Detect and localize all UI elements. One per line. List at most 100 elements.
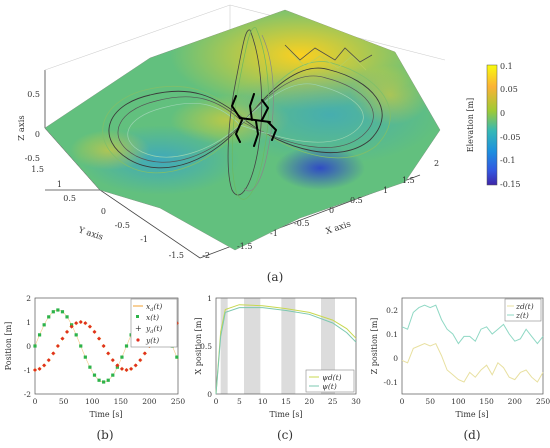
x-tick: 150 bbox=[114, 397, 129, 406]
data-point-x bbox=[65, 315, 69, 319]
y-axis-label: X position [m] bbox=[194, 318, 203, 375]
colorbar-label: Elevation [m] bbox=[466, 98, 475, 153]
colorbar-tick: -0.15 bbox=[500, 180, 521, 189]
y-tick: 1 bbox=[26, 318, 31, 327]
y-tick: -2 bbox=[202, 251, 210, 260]
data-point-y bbox=[92, 330, 96, 334]
x-tick: 150 bbox=[479, 397, 494, 406]
x-axis-label: Time [s] bbox=[269, 410, 302, 419]
y-tick: -2 bbox=[24, 390, 32, 399]
x-tick: 50 bbox=[425, 397, 435, 406]
colorbar-tick: -0.1 bbox=[500, 156, 515, 165]
elevation-surface bbox=[44, 9, 441, 251]
x-tick: 25 bbox=[328, 397, 338, 406]
tick-labels: 0 5 10 15 20 25 30 1 0.5 0 bbox=[200, 294, 361, 406]
legend-swatch-yd: + bbox=[135, 324, 142, 333]
y-tick: -0.5 bbox=[115, 221, 130, 230]
caption-b: (b) bbox=[96, 428, 113, 442]
x-axis-label: Time [s] bbox=[455, 410, 488, 419]
x-tick: 10 bbox=[258, 397, 268, 406]
legend-label-psid: ψd(t) bbox=[322, 373, 342, 382]
z-tick: -0.5 bbox=[25, 154, 40, 163]
x-tick: -0.5 bbox=[294, 219, 309, 228]
y-tick: 0.5 bbox=[200, 342, 212, 351]
x-axis-ticks: -1.5 -1 -0.5 0 0.5 1 1.5 2 bbox=[237, 159, 439, 251]
data-point-y bbox=[56, 344, 60, 348]
x-tick: 1.5 bbox=[402, 176, 415, 185]
x-tick: 1 bbox=[383, 186, 388, 195]
x-tick: -1 bbox=[270, 229, 278, 238]
series-lines bbox=[215, 304, 357, 395]
legend-label-psi: ψ(t) bbox=[322, 382, 337, 391]
caption-a: (a) bbox=[267, 270, 284, 284]
data-point-y bbox=[60, 337, 64, 341]
data-point-x bbox=[92, 373, 97, 377]
x-tick: 30 bbox=[351, 397, 361, 406]
y-tick: -1 bbox=[24, 366, 31, 375]
panel-c: X position [m] Time [s] 0 5 10 15 20 25 30 1 0.5… bbox=[194, 294, 361, 442]
plot-frame bbox=[401, 297, 544, 395]
y-tick: 0.1 bbox=[386, 330, 398, 339]
x-tick: 0 bbox=[214, 397, 219, 406]
data-point-y bbox=[102, 344, 106, 348]
y-tick: 0 bbox=[207, 390, 212, 399]
caption-c: (c) bbox=[277, 428, 293, 442]
y-tick: 0 bbox=[393, 354, 398, 363]
y-tick: 0 bbox=[26, 342, 31, 351]
x-tick: 100 bbox=[85, 397, 100, 406]
x-tick: 200 bbox=[508, 397, 523, 406]
y-tick: 0.2 bbox=[386, 306, 398, 315]
data-point-x bbox=[42, 323, 46, 327]
panel-d: Z position [m] Time [s] 0 50 100 150 200 2500… bbox=[370, 297, 550, 442]
legend-label-z: z(t) bbox=[515, 311, 529, 320]
data-point-y bbox=[83, 321, 87, 325]
x-tick: 5 bbox=[237, 397, 242, 406]
data-point-x bbox=[97, 378, 101, 382]
x-axis-label: Time [s] bbox=[89, 410, 122, 419]
data-point-x bbox=[33, 344, 37, 348]
data-point-x bbox=[175, 355, 179, 359]
caption-d: (d) bbox=[463, 428, 480, 442]
x-tick: 200 bbox=[142, 397, 157, 406]
x-tick: 20 bbox=[305, 397, 315, 406]
legend: zd(t) z(t) bbox=[504, 298, 542, 322]
data-point-x bbox=[79, 344, 83, 348]
colorbar: 0.1 0.05 0 -0.05 -0.1 -0.15 Elevation [m… bbox=[466, 62, 521, 189]
colorbar-tick: 0 bbox=[500, 109, 505, 118]
data-point-x bbox=[124, 344, 129, 348]
panel-b: Position [m] Time [s] 0 50 100 150 200 250210… bbox=[4, 294, 185, 442]
x-tick: 0 bbox=[33, 397, 38, 406]
colorbar-tick: -0.05 bbox=[500, 133, 521, 142]
data-point-y bbox=[42, 363, 46, 367]
y-axis-label: Y axis bbox=[76, 225, 104, 243]
y-axis-label: Position [m] bbox=[4, 322, 13, 371]
legend-swatch-x bbox=[136, 315, 139, 318]
y-tick: 1.5 bbox=[31, 165, 44, 174]
legend-label-xd: xd(t) bbox=[146, 302, 162, 313]
series-lines bbox=[401, 304, 544, 383]
legend: ψd(t) ψ(t) bbox=[305, 369, 355, 393]
z-tick: 0 bbox=[35, 130, 40, 139]
data-point-x bbox=[106, 378, 110, 382]
data-point-y bbox=[129, 367, 133, 371]
plot-frame bbox=[215, 297, 357, 395]
x-tick: 2 bbox=[434, 159, 439, 168]
robot-icon bbox=[231, 93, 277, 147]
data-point-x bbox=[83, 355, 87, 359]
data-point-y bbox=[106, 351, 110, 355]
data-point-x bbox=[88, 365, 92, 369]
legend-label-zd: zd(t) bbox=[515, 302, 534, 311]
data-point-y bbox=[134, 363, 138, 367]
data-point-x bbox=[60, 310, 65, 314]
data-point-y bbox=[74, 321, 78, 325]
data-point-y bbox=[138, 358, 142, 362]
shaded-interval bbox=[244, 298, 261, 394]
tick-labels: 0 50 100 150 200 250 2 1 0 -1 -2 bbox=[24, 294, 186, 406]
data-point-y bbox=[97, 337, 101, 341]
data-point-y bbox=[65, 330, 69, 334]
data-point-y bbox=[125, 368, 129, 372]
data-point-x bbox=[120, 355, 124, 359]
data-point-y bbox=[115, 363, 119, 367]
y-tick: 1 bbox=[207, 294, 212, 303]
